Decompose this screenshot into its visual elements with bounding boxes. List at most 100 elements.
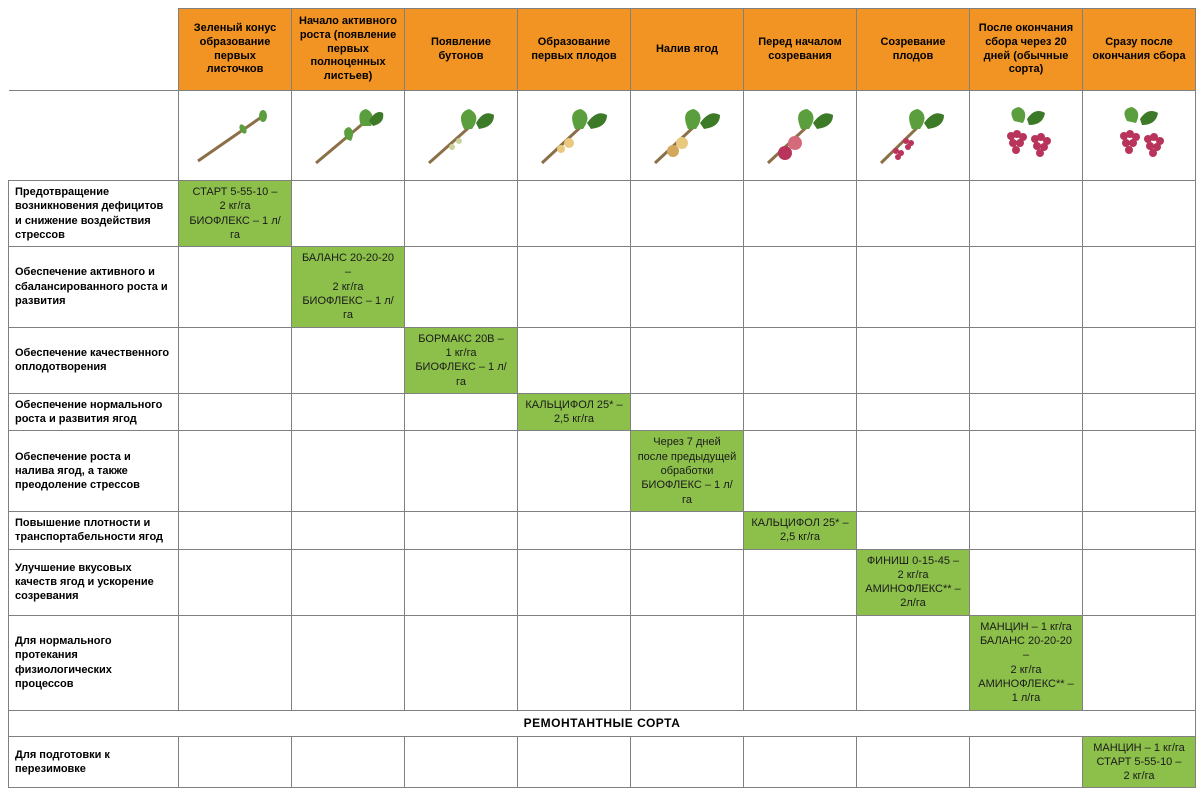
main-cell-0-4 [631,181,744,247]
main-cell-5-5: КАЛЬЦИФОЛ 25* –2,5 кг/га [744,511,857,549]
remont-row-0: Для подготовки к перезимовкеМАНЦИН – 1 к… [9,736,1196,788]
plant-preripening-icon [753,101,848,171]
main-cell-2-3 [518,327,631,393]
main-cell-0-6 [857,181,970,247]
main-cell-1-7 [970,247,1083,327]
remont-cell-0-5 [744,736,857,788]
main-row-6: Улучшение вкусовых качеств ягод и ускоре… [9,549,1196,615]
main-cell-0-0: СТАРТ 5-55-10 –2 кг/гаБИОФЛЕКС – 1 л/га [179,181,292,247]
main-cell-7-1 [292,615,405,710]
main-cell-2-0 [179,327,292,393]
main-cell-7-6 [857,615,970,710]
remont-cell-0-2 [405,736,518,788]
main-cell-4-3 [518,431,631,511]
main-cell-1-2 [405,247,518,327]
main-cell-0-1 [292,181,405,247]
main-cell-4-6 [857,431,970,511]
remont-cell-0-1 [292,736,405,788]
stage-header-3: Образование первых плодов [518,9,631,91]
illus-stage-5 [744,91,857,181]
main-cell-5-4 [631,511,744,549]
stage-header-7: После окончания сбора через 20 дней (обы… [970,9,1083,91]
main-label-5: Повышение плотности и транспортабельност… [9,511,179,549]
main-cell-3-8 [1083,393,1196,431]
plant-bud-icon [188,101,283,171]
main-cell-5-7 [970,511,1083,549]
main-cell-7-8 [1083,615,1196,710]
main-cell-2-4 [631,327,744,393]
main-row-4: Обеспечение роста и налива ягод, а также… [9,431,1196,511]
plant-ripening-icon [866,101,961,171]
main-row-3: Обеспечение нормального роста и развития… [9,393,1196,431]
main-cell-0-3 [518,181,631,247]
main-cell-2-6 [857,327,970,393]
main-label-3: Обеспечение нормального роста и развития… [9,393,179,431]
stage-header-6: Созревание плодов [857,9,970,91]
main-cell-3-6 [857,393,970,431]
main-cell-4-7 [970,431,1083,511]
plant-buds-icon [414,101,509,171]
fertilization-schedule-table: Зеленый конус образование первых листочк… [8,8,1196,788]
main-label-7: Для нормального протекания физиологическ… [9,615,179,710]
main-row-0: Предотвращение возникновения дефицитов и… [9,181,1196,247]
main-cell-0-7 [970,181,1083,247]
main-cell-7-5 [744,615,857,710]
main-label-1: Обеспечение активного и сбалансированног… [9,247,179,327]
main-cell-3-5 [744,393,857,431]
plant-swelling-icon [640,101,735,171]
main-cell-3-2 [405,393,518,431]
main-cell-2-8 [1083,327,1196,393]
main-cell-6-1 [292,549,405,615]
remont-cell-0-6 [857,736,970,788]
main-cell-5-3 [518,511,631,549]
main-label-4: Обеспечение роста и налива ягод, а также… [9,431,179,511]
illus-stage-3 [518,91,631,181]
stage-header-1: Начало активного роста (появление первых… [292,9,405,91]
main-cell-0-8 [1083,181,1196,247]
main-cell-1-5 [744,247,857,327]
main-cell-3-3: КАЛЬЦИФОЛ 25* –2,5 кг/га [518,393,631,431]
stage-header-8: Сразу после окончания сбора [1083,9,1196,91]
berries-icon [1092,101,1187,171]
berries-icon [979,101,1074,171]
remont-cell-0-4 [631,736,744,788]
main-row-5: Повышение плотности и транспортабельност… [9,511,1196,549]
main-cell-2-1 [292,327,405,393]
main-label-6: Улучшение вкусовых качеств ягод и ускоре… [9,549,179,615]
main-cell-5-6 [857,511,970,549]
main-cell-7-3 [518,615,631,710]
main-cell-4-5 [744,431,857,511]
main-cell-6-3 [518,549,631,615]
illus-stage-6 [857,91,970,181]
main-cell-3-1 [292,393,405,431]
main-cell-1-8 [1083,247,1196,327]
header-empty [9,9,179,91]
main-cell-4-8 [1083,431,1196,511]
stage-header-4: Налив ягод [631,9,744,91]
main-label-0: Предотвращение возникновения дефицитов и… [9,181,179,247]
main-cell-6-7 [970,549,1083,615]
main-cell-1-3 [518,247,631,327]
main-row-2: Обеспечение качественного оплодотворения… [9,327,1196,393]
main-cell-2-7 [970,327,1083,393]
section-divider-row: РЕМОНТАНТНЫЕ СОРТА [9,710,1196,736]
stage-header-5: Перед началом созревания [744,9,857,91]
main-cell-4-4: Через 7 дней после предыдущей обработкиБ… [631,431,744,511]
main-cell-2-5 [744,327,857,393]
main-cell-3-0 [179,393,292,431]
illus-stage-1 [292,91,405,181]
illus-stage-7 [970,91,1083,181]
main-cell-4-0 [179,431,292,511]
remont-cell-0-7 [970,736,1083,788]
main-row-1: Обеспечение активного и сбалансированног… [9,247,1196,327]
main-cell-6-8 [1083,549,1196,615]
main-cell-5-0 [179,511,292,549]
plant-first-fruit-icon [527,101,622,171]
main-cell-5-8 [1083,511,1196,549]
main-row-7: Для нормального протекания физиологическ… [9,615,1196,710]
main-cell-6-2 [405,549,518,615]
main-cell-6-5 [744,549,857,615]
illus-empty [9,91,179,181]
stage-header-0: Зеленый конус образование первых листочк… [179,9,292,91]
main-cell-0-2 [405,181,518,247]
